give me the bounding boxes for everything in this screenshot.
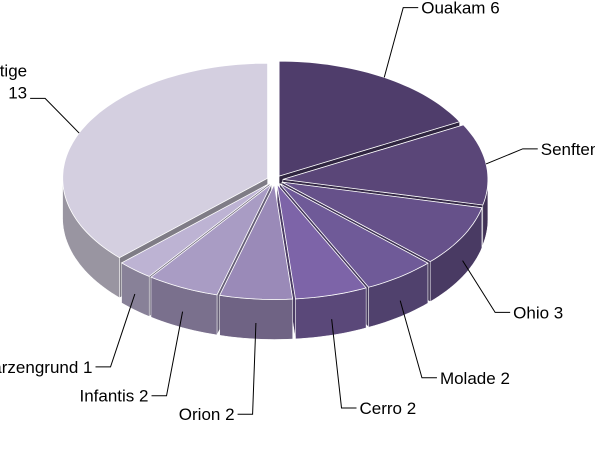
slice-label: Senftenberg 4 bbox=[541, 140, 595, 159]
slice-label: Molade 2 bbox=[440, 369, 510, 388]
label-name: Schwarzengrund bbox=[0, 358, 78, 377]
slice-label: Cerro 2 bbox=[360, 399, 417, 418]
label-name: Ohio bbox=[513, 303, 549, 322]
slice bbox=[150, 183, 272, 296]
label-value: 13 bbox=[8, 83, 27, 102]
slice bbox=[281, 181, 483, 263]
leader-line bbox=[95, 293, 136, 368]
label-value: 2 bbox=[500, 369, 509, 388]
slice-side bbox=[219, 295, 293, 340]
label-name: Molade bbox=[440, 369, 496, 388]
slice bbox=[276, 182, 367, 300]
label-name: Orion bbox=[179, 405, 221, 424]
label-value: 2 bbox=[139, 387, 148, 406]
slice-label: Sonstige 13 bbox=[0, 61, 27, 102]
slice-label: Schwarzengrund 1 bbox=[0, 358, 93, 377]
slice-label: Orion 2 bbox=[179, 405, 235, 424]
leader-line bbox=[462, 260, 511, 313]
label-name: Sonstige bbox=[0, 61, 27, 80]
leader-line bbox=[485, 148, 538, 165]
leader-line bbox=[383, 7, 419, 78]
slice-label: Infantis 2 bbox=[80, 387, 149, 406]
slice bbox=[120, 183, 270, 277]
slice-label: Ohio 3 bbox=[513, 303, 563, 322]
leader-line bbox=[151, 311, 184, 397]
label-name: Ouakam bbox=[421, 0, 485, 18]
slice bbox=[219, 183, 294, 300]
label-value: 2 bbox=[225, 405, 234, 424]
label-value: 1 bbox=[83, 358, 92, 377]
label-value: 3 bbox=[554, 303, 563, 322]
leader-line bbox=[331, 319, 357, 409]
leader-line bbox=[399, 300, 437, 379]
label-name: Cerro bbox=[360, 399, 403, 418]
leader-line bbox=[237, 322, 257, 415]
label-name: Senftenberg bbox=[541, 140, 595, 159]
label-name: Infantis bbox=[80, 387, 135, 406]
label-value: 2 bbox=[407, 399, 416, 418]
slice bbox=[279, 183, 429, 288]
leader-line bbox=[30, 97, 80, 134]
slice-label: Ouakam 6 bbox=[421, 0, 499, 18]
label-value: 6 bbox=[490, 0, 499, 18]
